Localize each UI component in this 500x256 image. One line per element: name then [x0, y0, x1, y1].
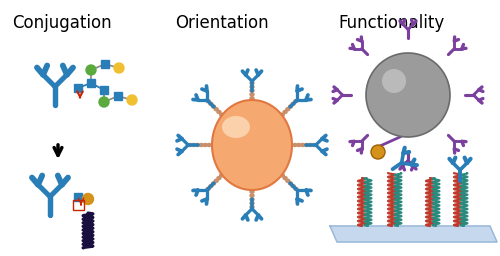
Ellipse shape [207, 144, 211, 146]
Ellipse shape [291, 102, 295, 105]
Bar [73, 200, 84, 210]
Ellipse shape [206, 187, 210, 190]
Ellipse shape [250, 202, 254, 205]
Ellipse shape [250, 81, 254, 84]
Ellipse shape [196, 144, 200, 146]
Ellipse shape [283, 177, 287, 180]
Ellipse shape [220, 113, 224, 116]
Ellipse shape [203, 144, 207, 146]
Ellipse shape [250, 194, 254, 197]
Ellipse shape [222, 116, 250, 138]
Bar [101, 60, 109, 68]
Ellipse shape [304, 144, 308, 146]
Ellipse shape [192, 144, 196, 146]
Ellipse shape [294, 100, 298, 103]
Ellipse shape [220, 174, 224, 177]
Ellipse shape [280, 174, 284, 177]
Ellipse shape [286, 179, 290, 182]
Ellipse shape [212, 100, 292, 190]
Ellipse shape [297, 144, 301, 146]
Text: Conjugation: Conjugation [12, 14, 112, 32]
Ellipse shape [212, 105, 216, 108]
Ellipse shape [209, 185, 213, 188]
Ellipse shape [250, 93, 254, 96]
Circle shape [114, 63, 124, 73]
Bar [87, 79, 95, 87]
Circle shape [86, 65, 96, 75]
Bar [74, 84, 82, 92]
Ellipse shape [300, 144, 304, 146]
Ellipse shape [214, 108, 218, 111]
Ellipse shape [288, 105, 292, 108]
Bar [100, 86, 108, 94]
Circle shape [366, 53, 450, 137]
Ellipse shape [217, 110, 221, 113]
Ellipse shape [250, 89, 254, 92]
Ellipse shape [188, 144, 192, 146]
Text: Orientation: Orientation [175, 14, 268, 32]
Ellipse shape [250, 85, 254, 88]
Ellipse shape [294, 187, 298, 190]
Ellipse shape [250, 187, 254, 189]
Ellipse shape [212, 182, 216, 185]
Bar [74, 193, 82, 201]
Ellipse shape [206, 100, 210, 103]
Ellipse shape [214, 179, 218, 182]
Bar [114, 92, 122, 100]
Ellipse shape [250, 97, 254, 100]
Ellipse shape [209, 102, 213, 105]
Ellipse shape [312, 144, 316, 146]
Ellipse shape [291, 185, 295, 188]
Ellipse shape [250, 190, 254, 193]
Polygon shape [330, 226, 497, 242]
Ellipse shape [286, 108, 290, 111]
Ellipse shape [250, 198, 254, 201]
Ellipse shape [293, 144, 297, 146]
Ellipse shape [250, 206, 254, 208]
Ellipse shape [283, 110, 287, 113]
Ellipse shape [288, 182, 292, 185]
Ellipse shape [250, 101, 254, 103]
Circle shape [99, 97, 109, 107]
Circle shape [382, 69, 406, 93]
Ellipse shape [280, 113, 284, 116]
Circle shape [371, 145, 385, 159]
Text: Functionality: Functionality [338, 14, 444, 32]
Circle shape [82, 194, 94, 205]
Ellipse shape [200, 144, 203, 146]
Ellipse shape [217, 177, 221, 180]
Ellipse shape [308, 144, 312, 146]
Circle shape [127, 95, 137, 105]
